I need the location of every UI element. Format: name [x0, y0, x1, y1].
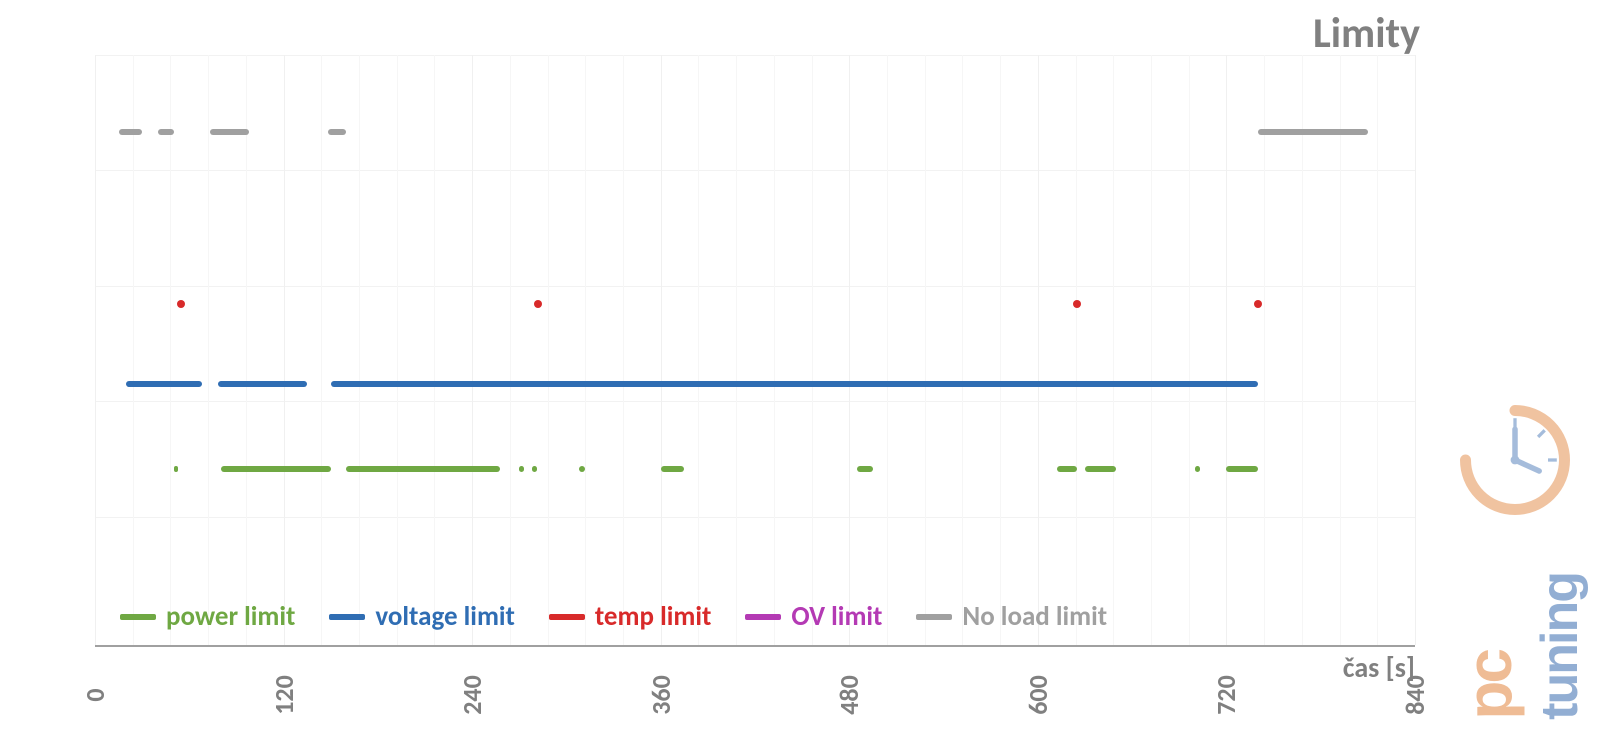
series-noload-segment	[210, 129, 249, 135]
gridline-v-minor	[925, 55, 926, 645]
gridline-h	[95, 286, 1415, 287]
series-voltage-segment	[218, 381, 308, 387]
gridline-v-minor	[133, 55, 134, 645]
gridline-v-minor	[1264, 55, 1265, 645]
gridline-h	[95, 55, 1415, 56]
watermark-pc: pc	[1452, 651, 1526, 720]
gridline-v-minor	[510, 55, 511, 645]
legend-item-temp: temp limit	[549, 600, 711, 633]
gridline-v-minor	[1113, 55, 1114, 645]
series-noload-segment	[328, 129, 347, 135]
series-power-segment	[532, 466, 537, 472]
gridline-v	[472, 55, 473, 645]
limits-chart: Limity čas [s] power limitvoltage limitt…	[0, 0, 1600, 745]
legend-item-noload: No load limit	[916, 600, 1107, 633]
gridline-v-minor	[585, 55, 586, 645]
gridline-v-minor	[1340, 55, 1341, 645]
gridline-v-minor	[434, 55, 435, 645]
gridline-v-minor	[1377, 55, 1378, 645]
gridline-v	[1226, 55, 1227, 645]
series-power-segment	[1226, 466, 1257, 472]
x-tick-label: 0	[79, 665, 111, 725]
legend-label-voltage: voltage limit	[375, 600, 515, 633]
series-temp-point	[177, 300, 185, 308]
series-temp-point	[1073, 300, 1081, 308]
gridline-v	[661, 55, 662, 645]
watermark-logo: pc tuning	[1452, 573, 1590, 725]
legend: power limit voltage limit temp limit OV lim…	[120, 600, 1107, 633]
gridline-v-minor	[208, 55, 209, 645]
gridline-v-minor	[887, 55, 888, 645]
series-power-segment	[1085, 466, 1116, 472]
gridline-v-minor	[698, 55, 699, 645]
gridline-v-minor	[774, 55, 775, 645]
series-power-segment	[857, 466, 873, 472]
watermark-clock-icon	[1460, 405, 1570, 515]
series-noload-segment	[1258, 129, 1368, 135]
legend-label-noload: No load limit	[962, 600, 1107, 633]
gridline-v-minor	[736, 55, 737, 645]
series-power-segment	[346, 466, 500, 472]
plot-area	[95, 55, 1415, 647]
gridline-v-minor	[812, 55, 813, 645]
gridline-v-minor	[170, 55, 171, 645]
gridline-v-minor	[623, 55, 624, 645]
legend-swatch-temp	[549, 614, 585, 620]
legend-swatch-voltage	[329, 614, 365, 620]
gridline-v	[849, 55, 850, 645]
gridline-v	[95, 55, 96, 645]
series-noload-segment	[158, 129, 174, 135]
series-temp-point	[1254, 300, 1262, 308]
series-voltage-segment	[331, 381, 1258, 387]
gridline-v-minor	[397, 55, 398, 645]
series-power-segment	[1057, 466, 1077, 472]
gridline-v-minor	[359, 55, 360, 645]
x-tick-label: 720	[1210, 665, 1242, 725]
legend-label-temp: temp limit	[595, 600, 711, 633]
series-power-segment	[519, 466, 524, 472]
x-tick-label: 360	[645, 665, 677, 725]
gridline-h	[95, 401, 1415, 402]
chart-title: Limity	[1313, 8, 1420, 59]
series-power-segment	[221, 466, 331, 472]
gridline-v-minor	[1189, 55, 1190, 645]
gridline-h	[95, 517, 1415, 518]
series-temp-point	[534, 300, 542, 308]
legend-label-power: power limit	[166, 600, 295, 633]
gridline-h	[95, 170, 1415, 171]
gridline-v-minor	[1076, 55, 1077, 645]
legend-item-ov: OV limit	[745, 600, 882, 633]
series-voltage-segment	[126, 381, 201, 387]
gridline-v	[1415, 55, 1416, 645]
legend-label-ov: OV limit	[791, 600, 882, 633]
series-power-segment	[1195, 466, 1200, 472]
legend-item-power: power limit	[120, 600, 295, 633]
legend-swatch-noload	[916, 614, 952, 620]
series-power-segment	[174, 466, 179, 472]
gridline-v-minor	[548, 55, 549, 645]
series-noload-segment	[119, 129, 143, 135]
gridline-v-minor	[321, 55, 322, 645]
gridline-v	[284, 55, 285, 645]
watermark-tuning: tuning	[1530, 573, 1590, 720]
gridline-v	[1038, 55, 1039, 645]
gridline-v-minor	[1302, 55, 1303, 645]
gridline-v-minor	[1000, 55, 1001, 645]
legend-swatch-power	[120, 614, 156, 620]
x-tick-label: 840	[1399, 665, 1431, 725]
x-tick-label: 480	[833, 665, 865, 725]
legend-item-voltage: voltage limit	[329, 600, 515, 633]
series-power-segment	[661, 466, 685, 472]
gridline-v-minor	[1151, 55, 1152, 645]
x-tick-label: 120	[268, 665, 300, 725]
gridline-v-minor	[246, 55, 247, 645]
legend-swatch-ov	[745, 614, 781, 620]
x-tick-label: 600	[1022, 665, 1054, 725]
x-tick-label: 240	[456, 665, 488, 725]
gridline-v-minor	[962, 55, 963, 645]
